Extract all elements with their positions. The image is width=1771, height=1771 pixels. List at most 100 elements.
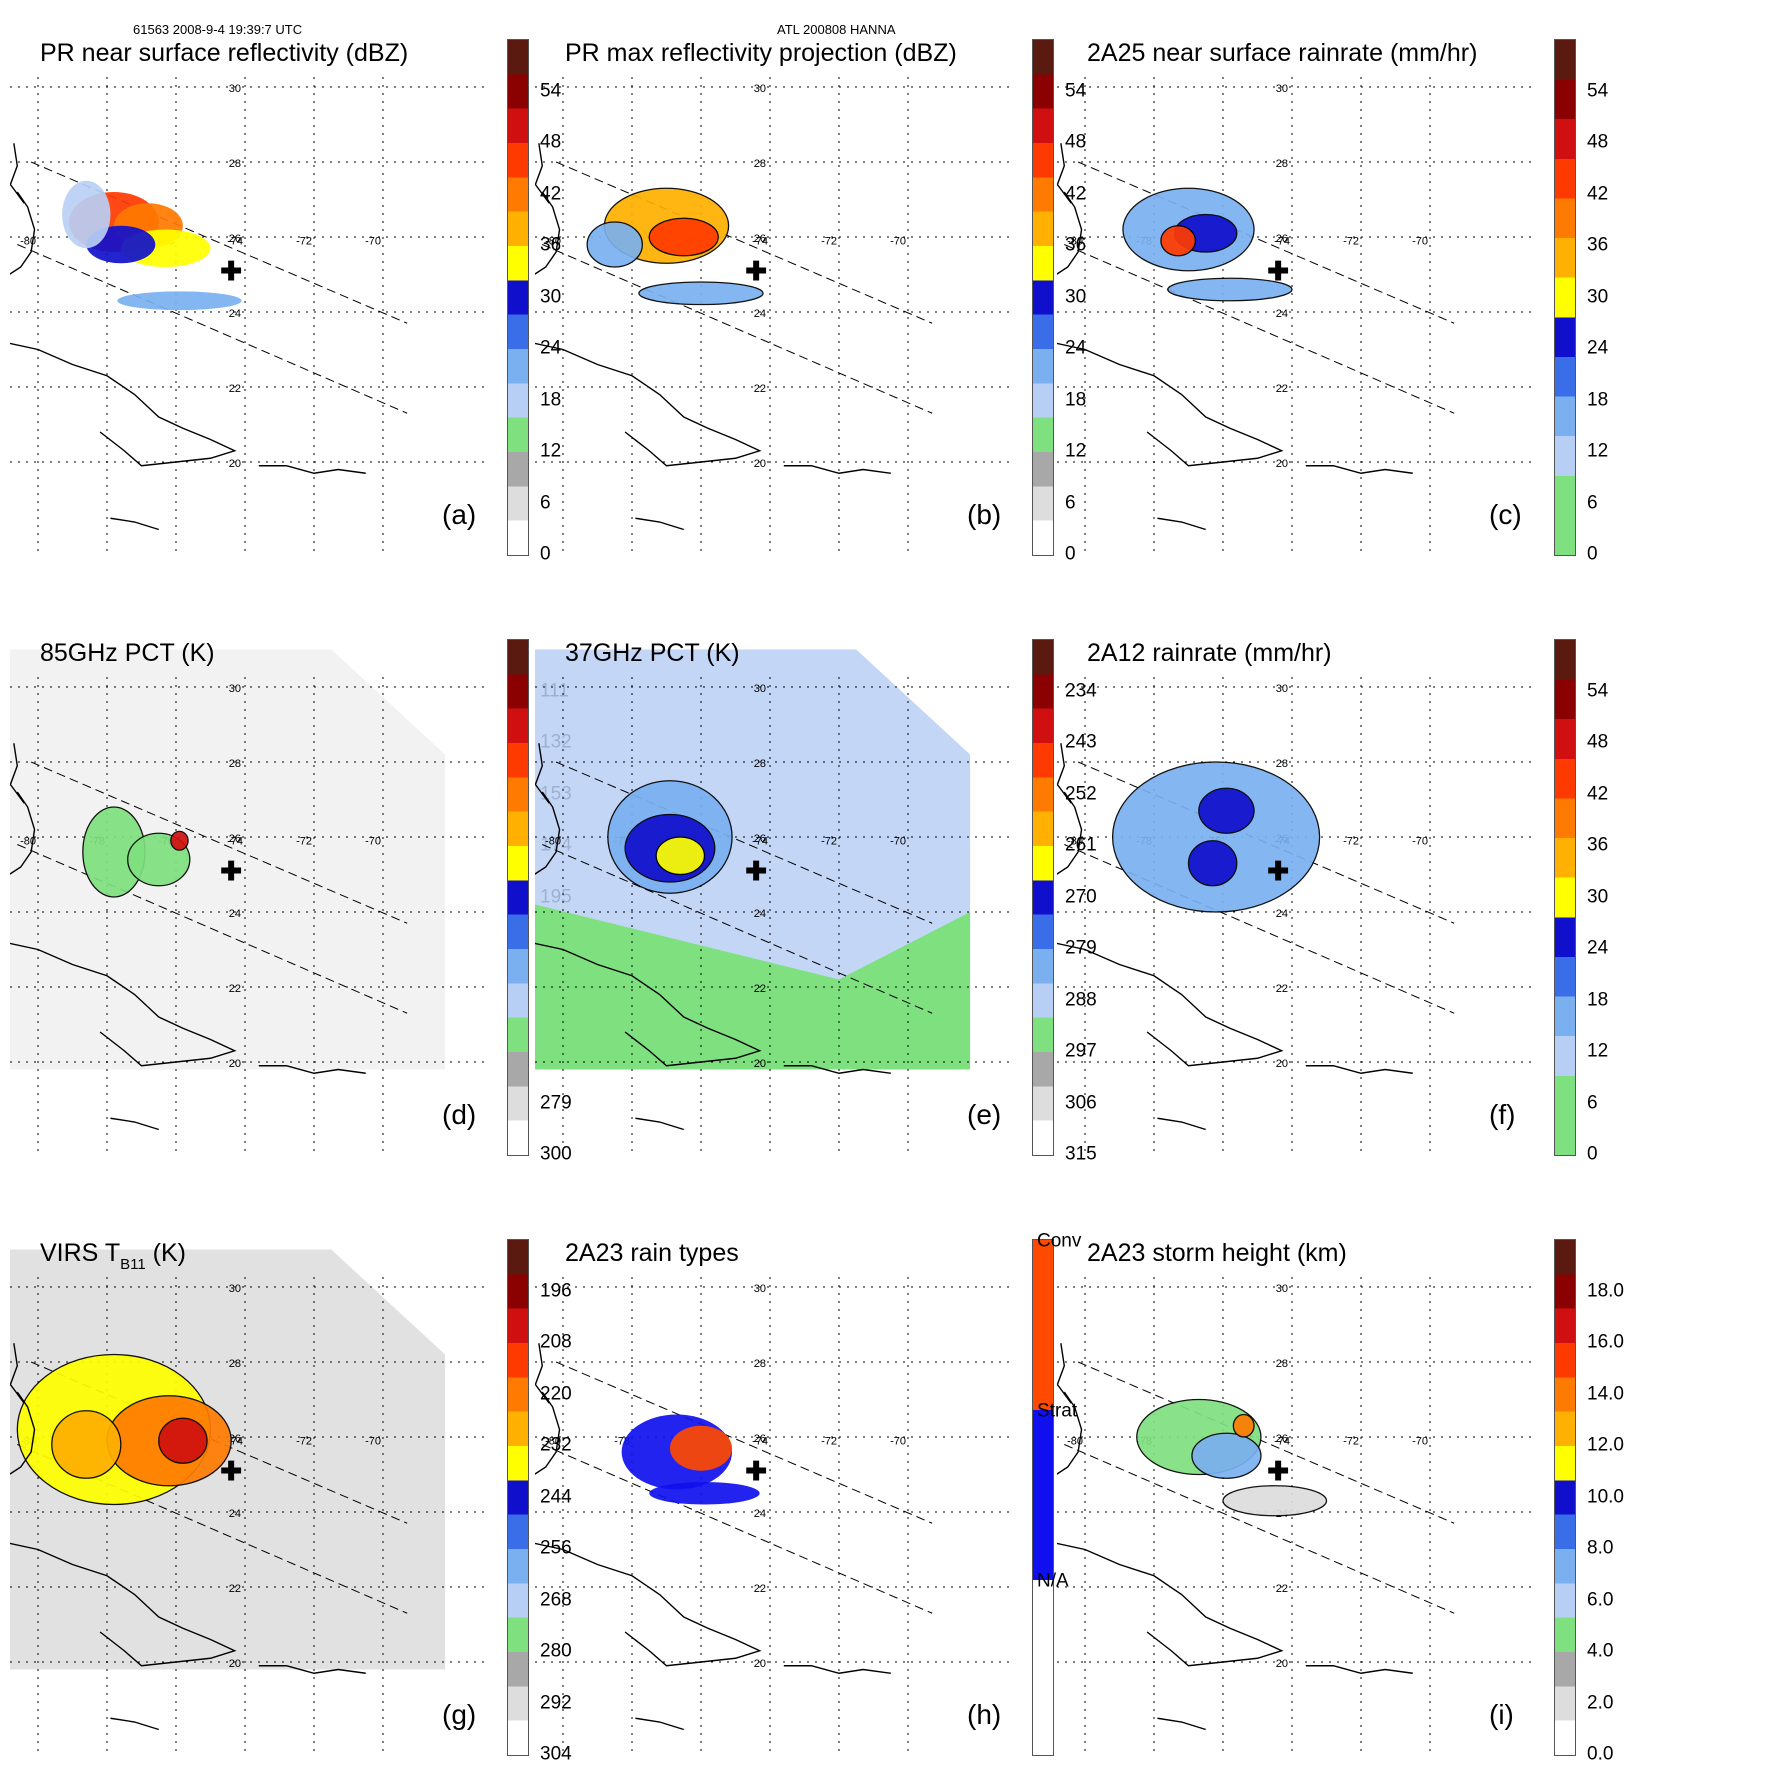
panel-f-colorbar-tick: 0 [1587,1143,1598,1165]
panel-g-coastline [258,1665,366,1674]
panel-a-coastline [10,143,25,204]
panel-g-coastline [10,1391,36,1475]
panel-h-storm-center-icon: ✚ [745,1455,768,1486]
panel-i-swath-edge-south [1064,1444,1455,1614]
panel-i-lat-label: 20 [1276,1658,1288,1670]
panel-c-echo [1167,277,1293,302]
panel-g-lon-label: -70 [365,1436,381,1448]
panel-e-lat-label: 22 [754,983,766,995]
panel-b-storm-center-icon: ✚ [745,255,768,286]
panel-f-colorbar-tick: 18 [1587,989,1609,1010]
panel-h-coastline [783,1665,891,1674]
panel-e-colorbar-tick: 252 [1065,783,1097,804]
panel-g-echo [158,1417,208,1464]
panel-h-label: (h) [967,1699,1002,1730]
panel-a-lat-label: 28 [229,158,241,170]
panel-g-title-sub: B11 [120,1256,146,1273]
panel-i-lat-label: 28 [1276,1358,1288,1370]
panel-c-colorbar-tick: 12 [1587,440,1609,462]
panel-f-echo [1198,787,1255,834]
panel-i-colorbar [1554,1239,1576,1756]
panel-g-title-unit: (K) [145,1239,186,1267]
panel-g-title-main: VIRS T [40,1239,121,1267]
panel-b-colorbar-tick: 36 [1065,234,1087,256]
panel-f-colorbar-tick: 24 [1587,937,1609,959]
panel-h-colorbar-tick: Strat [1037,1400,1078,1422]
panel-h-coastline [535,1391,561,1475]
panel-h-lat-label: 30 [754,1283,766,1295]
panel-c-lat-label: 30 [1276,83,1288,95]
panel-b-lon-label: -70 [890,236,906,248]
panel-a-lat-label: 20 [229,458,241,470]
panel-a-swath-edge-north [30,161,408,324]
panel-h-colorbar-tick: N/A [1037,1570,1069,1592]
panel-i-colorbar-tick: 16.0 [1587,1331,1624,1353]
panel-d-lat-label: 26 [229,833,241,845]
panel-c-colorbar-tick: 54 [1587,80,1609,101]
panel-b-colorbar-tick: 42 [1065,183,1087,204]
panel-g-colorbar [507,1239,529,1756]
panel-e-colorbar-tick: 243 [1065,731,1097,753]
panel-f-echo [1111,761,1321,913]
panel-b-lon-label: -74 [752,236,768,248]
panel-h-coastline [635,1717,684,1731]
panel-c-swath-edge-north [1077,161,1455,324]
panel-f-colorbar-tick: 36 [1587,834,1609,856]
panel-e-lon-label: -72 [821,836,837,848]
panel-a-colorbar-tick: 6 [540,492,551,513]
panel-c-title: 2A25 near surface rainrate (mm/hr) [1087,39,1478,67]
panel-d-swath-edge-south [17,844,408,1014]
panel-h-lat-label: 24 [754,1508,766,1520]
panel-d-lon-label: -70 [365,836,381,848]
panel-f-coastline [1057,743,1072,804]
panel-e-coastline [535,942,762,1067]
panel-b-lat-label: 26 [754,233,766,245]
panel-i-colorbar-tick: 10.0 [1587,1486,1624,1507]
panel-g-lat-label: 28 [229,1358,241,1370]
header-orbit-time: 61563 2008-9-4 19:39:7 UTC [133,22,303,37]
panel-c-coastline [1057,191,1083,275]
panel-f-lat-label: 20 [1276,1058,1288,1070]
panel-f-colorbar-tick: 42 [1587,783,1609,804]
panel-c-lat-label: 20 [1276,458,1288,470]
panel-b-colorbar-tick: 6 [1065,492,1076,513]
panel-e-coastline [635,1117,684,1131]
panel-d-lat-label: 24 [229,908,241,920]
panel-f-colorbar [1554,639,1576,1156]
panel-d-swath-edge-north [30,761,408,924]
panel-d-colorbar [507,639,529,1156]
panel-g-lat-label: 20 [229,1658,241,1670]
panel-c-colorbar-tick: 6 [1587,492,1598,513]
panel-h-title: 2A23 rain types [565,1239,739,1267]
panel-b-lat-label: 30 [754,83,766,95]
panel-i-coastline [1057,1343,1072,1404]
panel-g-colorbar-tick: 208 [540,1331,572,1353]
panel-b-colorbar-tick: 30 [1065,286,1087,307]
panel-e-echo [655,836,706,876]
panel-a-label: (a) [442,499,477,530]
panel-g-lat-label: 24 [229,1508,241,1520]
panel-f-lat-label: 28 [1276,758,1288,770]
panel-a-colorbar-tick: 48 [540,131,562,153]
panel-g-coastline [10,1343,25,1404]
panel-e-colorbar-tick: 288 [1065,989,1097,1010]
panel-h-lat-label: 28 [754,1358,766,1370]
panel-c-label: (c) [1489,499,1522,530]
panel-d-title: 85GHz PCT (K) [40,639,215,667]
panel-i-coastline [1057,1542,1284,1667]
panel-i-title: 2A23 storm height (km) [1087,1239,1347,1267]
panel-a-coastline [10,191,36,275]
panel-h-lon-label: -74 [752,1436,768,1448]
panel-b-echo [648,217,719,257]
panel-b-swath-edge-south [542,244,933,414]
panel-e-colorbar [1032,639,1054,1156]
panel-f-colorbar-tick: 30 [1587,886,1609,907]
panel-f-lon-label: -70 [1412,836,1428,848]
panel-b-swath-edge-north [555,161,933,324]
